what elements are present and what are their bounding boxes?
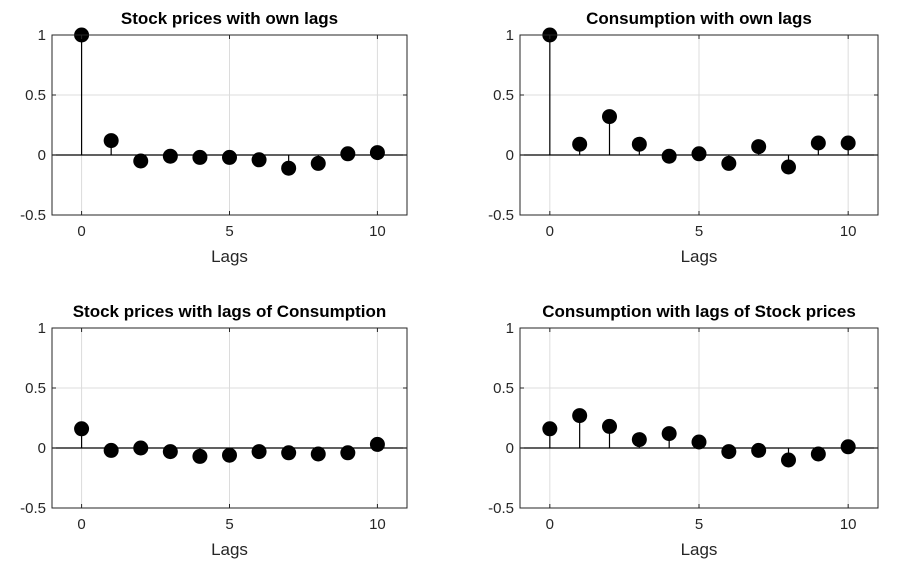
x-tick-label: 5 bbox=[225, 516, 233, 533]
chart-panel-4: 0 5 10 -0.5 0 0.5 1 Consumption with lags of St… bbox=[488, 302, 879, 559]
stem-marker bbox=[340, 146, 356, 162]
stem-marker bbox=[103, 133, 119, 149]
chart-title: Stock prices with lags of Consumption bbox=[73, 302, 387, 321]
stem-marker bbox=[162, 148, 178, 164]
stem-marker bbox=[602, 418, 617, 434]
stem-marker bbox=[281, 445, 297, 461]
chart-title: Stock prices with own lags bbox=[121, 9, 338, 28]
stem-marker bbox=[310, 446, 326, 462]
chart-panel-3: 0 5 10 -0.5 0 0.5 1 Stock prices with lags of C… bbox=[20, 302, 408, 559]
y-tick-label: -0.5 bbox=[20, 207, 46, 224]
stem-marker bbox=[781, 159, 796, 175]
stem-marker bbox=[810, 446, 826, 462]
y-tick-label: 1 bbox=[38, 320, 46, 337]
stem-marker bbox=[133, 153, 149, 169]
stem-marker bbox=[222, 149, 237, 165]
y-tick-label: 1 bbox=[38, 27, 46, 44]
stem-marker bbox=[369, 436, 385, 452]
x-tick-label: 10 bbox=[369, 516, 386, 533]
stem-marker bbox=[192, 149, 208, 165]
stem-marker bbox=[369, 145, 385, 161]
x-tick-label: 5 bbox=[225, 223, 233, 240]
stem-marker bbox=[661, 148, 677, 164]
stem-marker bbox=[781, 452, 796, 468]
stem-marker bbox=[251, 444, 267, 460]
stem-marker bbox=[572, 136, 588, 152]
y-tick-label: -0.5 bbox=[488, 207, 514, 224]
stem-marker bbox=[721, 155, 737, 171]
x-axis-label: Lags bbox=[211, 247, 248, 266]
y-tick-label: 0.5 bbox=[493, 87, 514, 104]
y-tick-label: 0.5 bbox=[25, 380, 46, 397]
x-tick-label: 0 bbox=[77, 223, 85, 240]
y-tick-label: 0 bbox=[38, 440, 46, 457]
x-tick-label: 10 bbox=[840, 223, 857, 240]
stem-marker bbox=[840, 135, 856, 151]
chart-panel-2: 0 5 10 -0.5 0 0.5 1 Consumption with own lags La… bbox=[488, 9, 879, 266]
stem-marker bbox=[691, 146, 707, 162]
x-tick-label: 5 bbox=[695, 223, 703, 240]
stem-marker bbox=[133, 440, 149, 456]
stem-marker bbox=[572, 408, 588, 424]
stem-marker bbox=[251, 152, 267, 168]
y-tick-label: 0 bbox=[38, 147, 46, 164]
stem-marker bbox=[751, 442, 767, 458]
y-tick-label: -0.5 bbox=[488, 500, 514, 517]
y-tick-label: 0 bbox=[506, 440, 514, 457]
x-tick-label: 0 bbox=[546, 516, 554, 533]
stem-marker bbox=[281, 160, 297, 176]
stem-marker bbox=[691, 434, 707, 450]
y-tick-label: -0.5 bbox=[20, 500, 46, 517]
stem-marker bbox=[162, 444, 178, 460]
y-tick-label: 0.5 bbox=[25, 87, 46, 104]
y-tick-label: 1 bbox=[506, 27, 514, 44]
y-tick-label: 0.5 bbox=[493, 380, 514, 397]
stem-marker bbox=[542, 421, 558, 437]
stem-marker bbox=[840, 439, 856, 455]
x-tick-label: 0 bbox=[77, 516, 85, 533]
y-tick-label: 0 bbox=[506, 147, 514, 164]
x-tick-label: 5 bbox=[695, 516, 703, 533]
stem-marker bbox=[74, 421, 90, 437]
x-axis-label: Lags bbox=[211, 540, 248, 559]
stem-marker bbox=[721, 444, 737, 460]
x-tick-label: 0 bbox=[546, 223, 554, 240]
stem-marker bbox=[310, 155, 326, 171]
stem-marker bbox=[340, 445, 356, 461]
stem-marker bbox=[631, 136, 647, 152]
stem-marker bbox=[192, 448, 208, 464]
chart-panel-1: 0 5 10 -0.5 0 0.5 1 Stock prices with own lags L… bbox=[20, 9, 408, 266]
x-axis-label: Lags bbox=[681, 540, 718, 559]
stem-marker bbox=[103, 442, 119, 458]
chart-title: Consumption with own lags bbox=[586, 9, 812, 28]
stem-marker bbox=[631, 432, 647, 448]
x-tick-label: 10 bbox=[369, 223, 386, 240]
stem-marker bbox=[751, 139, 767, 155]
stem-marker bbox=[602, 109, 617, 125]
stem-marker bbox=[661, 426, 677, 442]
chart-title: Consumption with lags of Stock prices bbox=[542, 302, 856, 321]
stem-marker bbox=[810, 135, 826, 151]
y-tick-label: 1 bbox=[506, 320, 514, 337]
x-axis-label: Lags bbox=[681, 247, 718, 266]
stem-marker bbox=[222, 447, 237, 463]
x-tick-label: 10 bbox=[840, 516, 857, 533]
